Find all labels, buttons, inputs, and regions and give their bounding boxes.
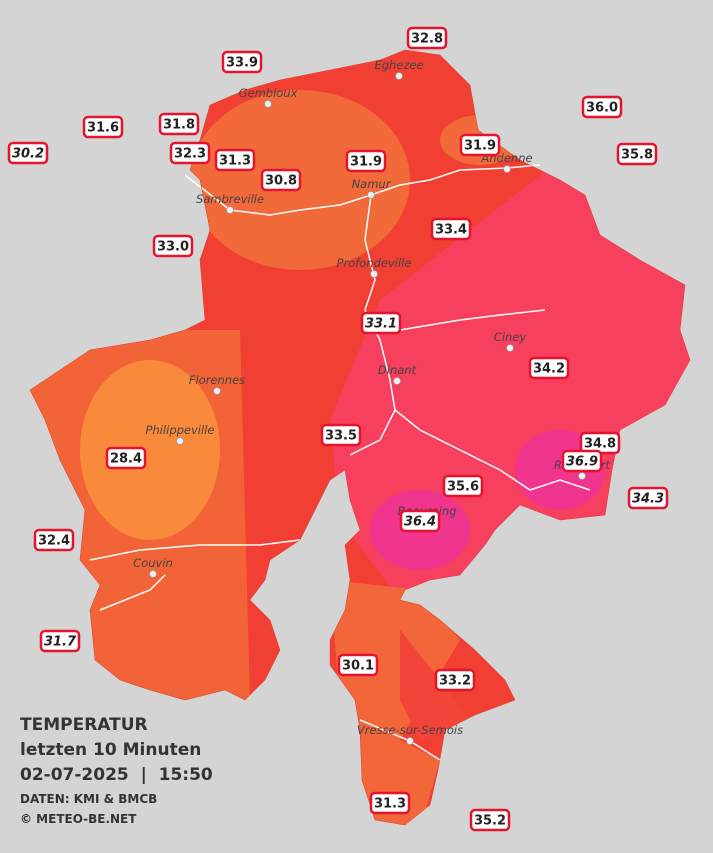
city-dot bbox=[506, 344, 514, 352]
city-name: Gembloux bbox=[239, 86, 298, 100]
city-dot bbox=[503, 165, 511, 173]
station-value: 33.2 bbox=[439, 674, 471, 689]
city-dot bbox=[395, 72, 403, 80]
station-value: 33.0 bbox=[157, 240, 189, 255]
station-box bbox=[430, 217, 472, 241]
station-value: 36.4 bbox=[404, 515, 436, 530]
city-dot bbox=[149, 570, 157, 578]
city-name: Namur bbox=[352, 177, 392, 191]
station-box bbox=[369, 791, 411, 815]
station-box bbox=[221, 50, 263, 74]
city-dot bbox=[406, 737, 414, 745]
station-value: 34.2 bbox=[533, 362, 565, 377]
city-dot bbox=[213, 387, 221, 395]
station-box bbox=[214, 148, 256, 172]
station-box bbox=[82, 115, 124, 139]
station-value: 34.8 bbox=[584, 437, 616, 452]
station-box bbox=[360, 311, 402, 335]
station-value: 33.1 bbox=[365, 317, 397, 332]
station-box bbox=[581, 95, 623, 119]
station-value: 31.9 bbox=[350, 155, 382, 170]
subtitle: letzten 10 Minuten bbox=[20, 740, 201, 760]
station-value: 32.3 bbox=[174, 147, 206, 162]
city-dot bbox=[370, 270, 378, 278]
station-value: 31.3 bbox=[219, 154, 251, 169]
city-dot bbox=[226, 206, 234, 214]
station-value: 35.2 bbox=[474, 814, 506, 829]
station-box bbox=[169, 141, 211, 165]
station-box bbox=[320, 423, 362, 447]
station-value: 30.1 bbox=[342, 659, 374, 674]
city-name: Vresse-sur-Semois bbox=[357, 723, 463, 737]
station-box bbox=[152, 234, 194, 258]
station-box bbox=[459, 133, 501, 157]
city-dot bbox=[393, 377, 401, 385]
city-name: Eghezee bbox=[374, 58, 423, 72]
city-dot bbox=[578, 472, 586, 480]
station-value: 35.8 bbox=[621, 148, 653, 163]
station-value: 28.4 bbox=[110, 452, 142, 467]
city-name: Profondeville bbox=[337, 256, 412, 270]
station-box bbox=[345, 149, 387, 173]
city-dot bbox=[367, 191, 375, 199]
station-box bbox=[105, 446, 147, 470]
copyright: © METEO-BE.NET bbox=[20, 812, 137, 826]
station-box bbox=[434, 668, 476, 692]
station-box bbox=[337, 653, 379, 677]
station-box bbox=[528, 356, 570, 380]
station-box bbox=[469, 808, 511, 832]
title: TEMPERATUR bbox=[20, 715, 148, 735]
station-value: 35.6 bbox=[447, 480, 479, 495]
station-value: 36.0 bbox=[586, 101, 618, 116]
station-box bbox=[616, 142, 658, 166]
station-value: 33.9 bbox=[226, 56, 258, 71]
station-value: 31.9 bbox=[464, 139, 496, 154]
station-box bbox=[39, 629, 81, 653]
station-value: 32.8 bbox=[411, 32, 443, 47]
city-dot bbox=[176, 437, 184, 445]
station-value: 36.9 bbox=[566, 455, 598, 470]
station-box bbox=[33, 528, 75, 552]
station-box bbox=[399, 509, 441, 533]
city-name: Ciney bbox=[494, 330, 527, 344]
source: DATEN: KMI & BMCB bbox=[20, 792, 157, 806]
station-value: 30.8 bbox=[265, 174, 297, 189]
station-box bbox=[260, 168, 302, 192]
station-box bbox=[627, 486, 669, 510]
station-value: 31.6 bbox=[87, 121, 119, 136]
station-box bbox=[561, 449, 603, 473]
station-box bbox=[158, 112, 200, 136]
city-dot bbox=[264, 100, 272, 108]
datetime: 02-07-2025 | 15:50 bbox=[20, 765, 213, 785]
station-box bbox=[406, 26, 448, 50]
city-name: Philippeville bbox=[146, 423, 215, 437]
station-value: 31.8 bbox=[163, 118, 195, 133]
station-value: 32.4 bbox=[38, 534, 70, 549]
station-value: 33.5 bbox=[325, 429, 357, 444]
city-name: Couvin bbox=[133, 556, 173, 570]
station-box bbox=[442, 474, 484, 498]
city-name: Dinant bbox=[378, 363, 417, 377]
station-value: 31.7 bbox=[44, 635, 77, 650]
station-value: 30.2 bbox=[12, 147, 44, 162]
station-box bbox=[7, 141, 49, 165]
station-value: 31.3 bbox=[374, 797, 406, 812]
city-name: Florennes bbox=[189, 373, 245, 387]
station-value: 34.3 bbox=[632, 492, 664, 507]
station-value: 33.4 bbox=[435, 223, 467, 238]
city-name: Sambreville bbox=[196, 192, 264, 206]
